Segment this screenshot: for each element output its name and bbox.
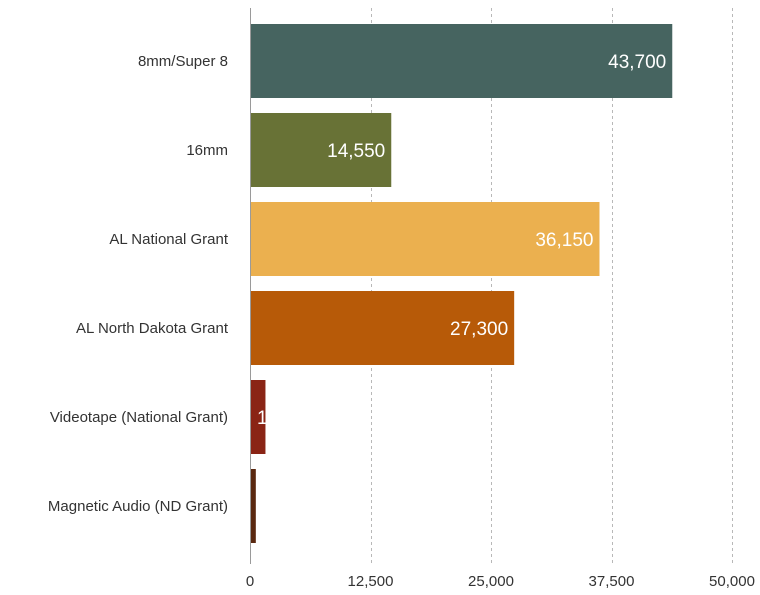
bar	[251, 380, 266, 454]
bar	[251, 113, 392, 187]
data-label: 14,550	[327, 141, 385, 162]
category-label: 8mm/Super 8	[138, 53, 228, 70]
data-label: 27,300	[450, 319, 508, 340]
x-tick-label: 0	[246, 573, 254, 590]
data-label: 1,500	[257, 408, 305, 429]
category-label: Magnetic Audio (ND Grant)	[48, 498, 228, 515]
bars	[251, 24, 673, 543]
bar	[251, 202, 600, 276]
gridlines	[250, 8, 733, 564]
bar	[251, 291, 515, 365]
category-label: AL North Dakota Grant	[76, 320, 229, 337]
x-tick-label: 25,000	[468, 573, 514, 590]
bar	[251, 24, 673, 98]
category-label: 16mm	[186, 142, 228, 159]
x-tick-label: 37,500	[589, 573, 635, 590]
x-tick-label: 12,500	[348, 573, 394, 590]
data-labels: 43,700 14,550 36,150 27,300 1,500 500	[257, 52, 666, 518]
data-label: 36,150	[535, 230, 593, 251]
category-labels: 8mm/Super 8 16mm AL National Grant AL North…	[48, 53, 229, 515]
x-tick-labels: 0 12,500 25,000 37,500 50,000	[246, 573, 755, 590]
bar	[251, 469, 256, 543]
category-label: Videotape (National Grant)	[50, 409, 228, 426]
category-label: AL National Grant	[109, 231, 229, 248]
x-tick-label: 50,000	[709, 573, 755, 590]
data-label: 500	[257, 497, 289, 518]
data-label: 43,700	[608, 52, 666, 73]
